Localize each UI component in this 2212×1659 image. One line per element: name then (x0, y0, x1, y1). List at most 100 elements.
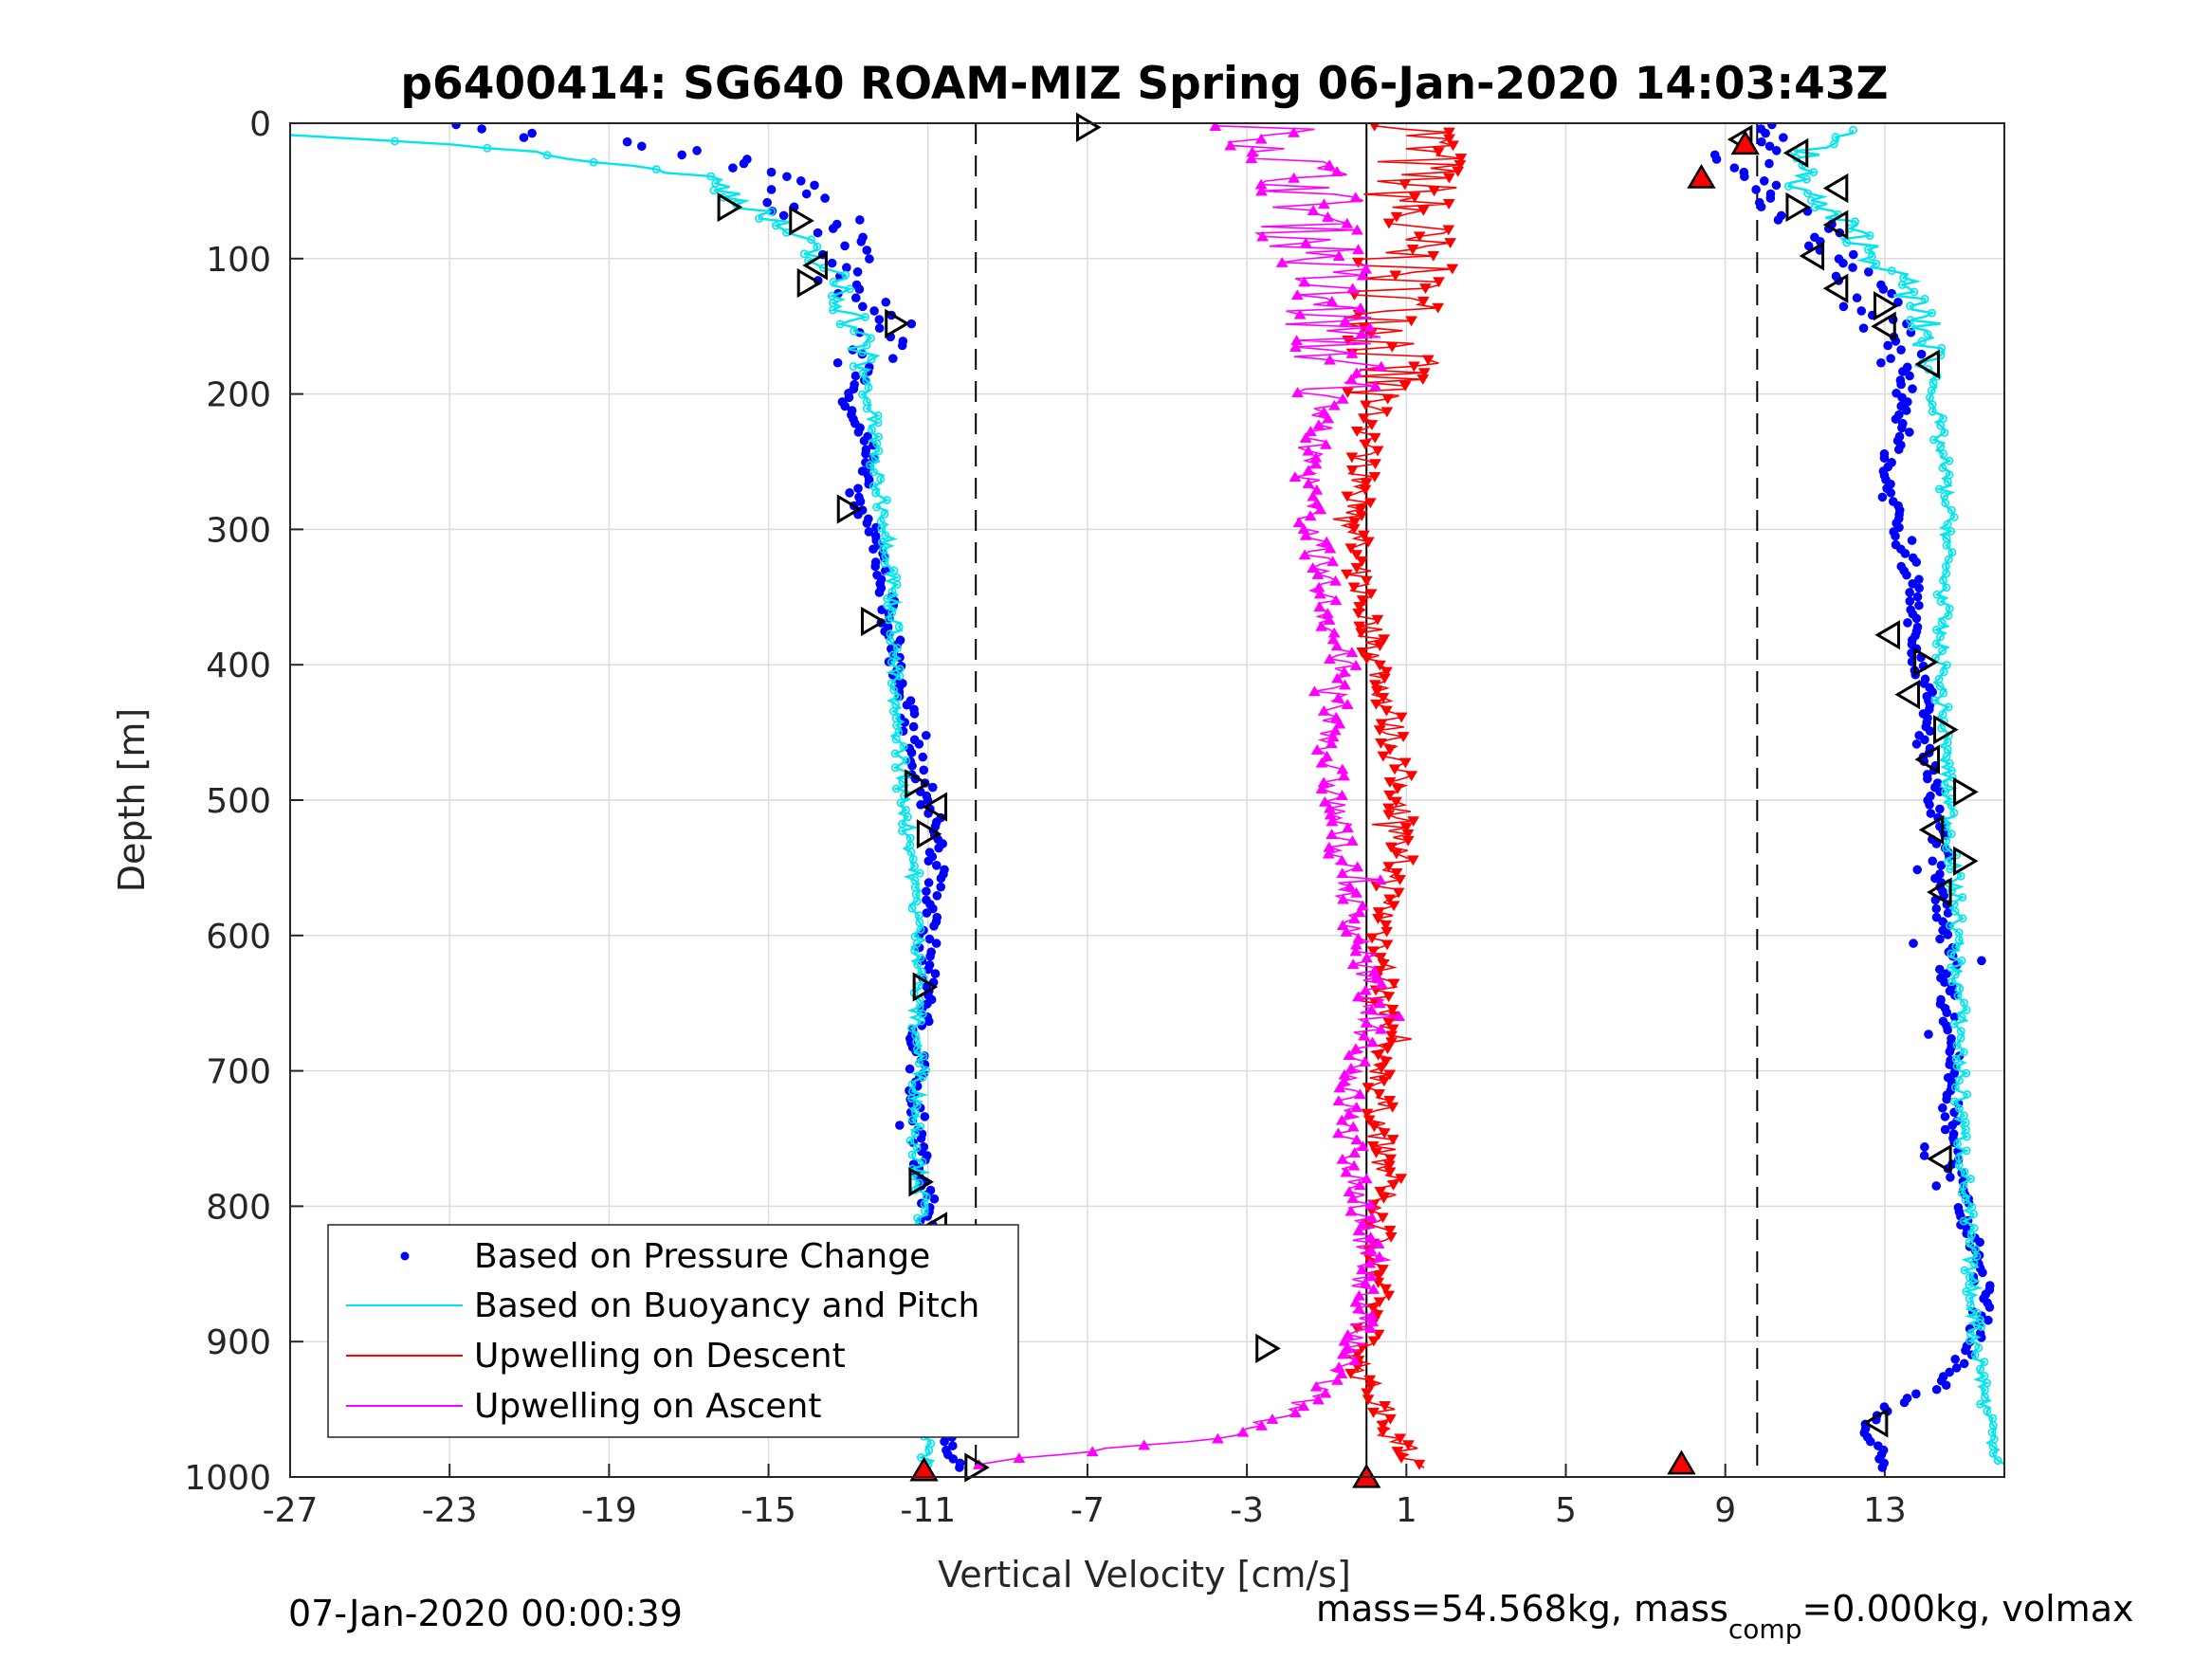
series-marker (1936, 597, 1946, 607)
pressure-point (1931, 1384, 1942, 1395)
series-marker (1954, 935, 1964, 944)
series-marker (1377, 1427, 1389, 1438)
mode-marker-open (1255, 1333, 1281, 1363)
series-marker (1960, 1266, 1969, 1275)
series-marker (1392, 887, 1405, 899)
pressure-point (1912, 865, 1922, 875)
series-marker (1335, 1114, 1348, 1125)
series-marker (1373, 660, 1386, 671)
pressure-point (850, 293, 861, 303)
series-marker (1291, 386, 1305, 397)
series-marker (1380, 1056, 1393, 1067)
series-marker (907, 1115, 917, 1124)
mode-marker-open (1918, 814, 1945, 846)
series-marker (1942, 752, 1951, 761)
pressure-point (1924, 1030, 1933, 1039)
pressure-point (622, 137, 632, 147)
mode-marker-open (1914, 744, 1941, 775)
series-marker (1444, 238, 1457, 249)
series-marker (1976, 1399, 1985, 1409)
series-marker (1332, 1095, 1345, 1106)
series-marker (1338, 665, 1351, 677)
series-marker (1310, 497, 1324, 508)
series-marker (1377, 959, 1390, 970)
series-marker (869, 467, 878, 477)
series-marker (1443, 134, 1455, 145)
series-marker (1333, 718, 1346, 729)
series-marker (1949, 1019, 1959, 1029)
series-marker (1417, 205, 1430, 216)
series-marker (858, 369, 868, 378)
series-marker (918, 1073, 927, 1082)
series-marker (907, 1024, 916, 1032)
pressure-point (909, 709, 920, 719)
series-marker (1318, 795, 1331, 807)
pressure-point (906, 319, 917, 329)
series-marker (1965, 1301, 1975, 1310)
series-marker (915, 1002, 924, 1012)
series-marker (1938, 464, 1947, 472)
series-marker (1359, 1055, 1371, 1066)
series-marker (1356, 1264, 1368, 1275)
series-marker (835, 319, 845, 329)
x-axis-label: Vertical Velocity [cm/s] (938, 1554, 1351, 1595)
series-marker (1383, 790, 1396, 801)
series-marker (1345, 347, 1359, 358)
series-marker (1384, 1413, 1397, 1425)
series-marker (907, 903, 917, 913)
series-marker (1364, 1231, 1378, 1243)
series-marker (1452, 166, 1465, 177)
mode-marker-open (1822, 173, 1849, 204)
series-marker (1383, 1226, 1397, 1236)
series-marker (1383, 894, 1396, 905)
series-marker (1363, 498, 1377, 509)
series-marker (1965, 1237, 1974, 1247)
series-marker (1275, 256, 1289, 267)
pressure-point (862, 519, 872, 528)
series-upwelling-ascent (973, 123, 1406, 1469)
pressure-point (897, 340, 907, 351)
series-marker (1959, 1048, 1968, 1057)
series-marker (1377, 751, 1390, 762)
series-marker (1393, 1011, 1406, 1021)
series-marker (1360, 575, 1373, 587)
series-marker (887, 657, 896, 666)
series-marker (1969, 1210, 1978, 1219)
series-marker (1952, 850, 1961, 860)
series-marker (1428, 186, 1441, 197)
series-marker (1364, 1244, 1378, 1255)
pressure-point (1961, 1345, 1970, 1356)
series-marker (807, 235, 815, 245)
pressure-point (850, 371, 861, 381)
series-marker (1349, 191, 1362, 203)
series-marker (1783, 182, 1793, 191)
pressure-point (1897, 423, 1907, 433)
series-marker (1993, 1456, 2002, 1465)
series-marker (1943, 520, 1952, 529)
series-marker (1323, 159, 1336, 171)
series-marker (1937, 618, 1947, 628)
series-marker (1936, 442, 1946, 451)
series-marker (841, 270, 850, 280)
series-marker (1370, 686, 1383, 698)
series-marker (884, 615, 893, 625)
mode-marker-open (1871, 311, 1896, 341)
pressure-point (1751, 185, 1761, 194)
mode-marker-open (905, 769, 930, 799)
series-marker (1382, 803, 1395, 814)
y-tick-label: 600 (206, 918, 271, 957)
pressure-point (1877, 1463, 1888, 1472)
series-marker (1959, 1216, 1968, 1226)
pressure-point (1925, 800, 1934, 810)
series-marker (1346, 1121, 1360, 1132)
x-tick-label: 13 (1863, 1491, 1907, 1530)
series-marker (1383, 1167, 1397, 1178)
pressure-point (1975, 1237, 1984, 1248)
series-marker (1254, 133, 1268, 144)
mode-marker-open (1822, 210, 1849, 240)
pressure-point (1928, 856, 1938, 866)
series-marker (1864, 245, 1873, 254)
pressure-point (1900, 549, 1910, 558)
mode-marker-open (836, 494, 863, 524)
series-marker (1394, 1433, 1407, 1445)
